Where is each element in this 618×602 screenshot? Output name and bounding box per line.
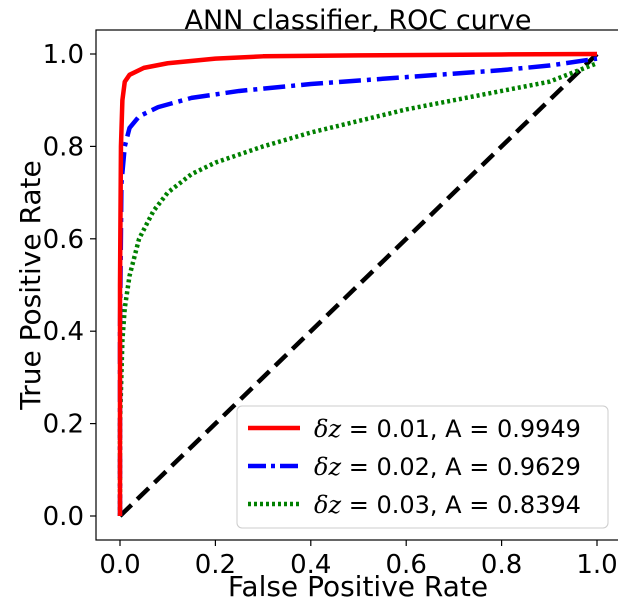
- x-tick-label: 1.0: [576, 550, 617, 580]
- y-tick-label: 0.6: [43, 225, 84, 255]
- x-tick-label: 0.2: [195, 550, 236, 580]
- legend-label: δz = 0.01, A = 0.9949: [314, 415, 581, 443]
- legend-label: δz = 0.03, A = 0.8394: [314, 491, 581, 519]
- legend-label: δz = 0.02, A = 0.9629: [314, 453, 581, 481]
- x-tick-label: 0.0: [99, 550, 140, 580]
- y-axis-title: True Positive Rate: [14, 160, 47, 410]
- y-tick-label: 0.8: [43, 132, 84, 162]
- y-tick-label: 0.0: [43, 502, 84, 532]
- legend: δz = 0.01, A = 0.9949 δz = 0.02, A = 0.96…: [236, 405, 609, 529]
- x-axis-title: False Positive Rate: [228, 570, 488, 602]
- x-tick-label: 0.8: [481, 550, 522, 580]
- chart-title: ANN classifier, ROC curve: [185, 5, 532, 36]
- series-layer: [117, 51, 599, 518]
- y-tick-label: 0.2: [43, 410, 84, 440]
- series-line-0: [117, 51, 598, 516]
- y-tick-label: 1.0: [43, 40, 84, 70]
- x-tick-label: 0.4: [290, 550, 331, 580]
- legend-box: [236, 405, 609, 529]
- x-axis: 0.0 0.2 0.4 0.6 0.8 1.0: [99, 540, 618, 580]
- x-tick-label: 0.6: [386, 550, 427, 580]
- series-line-3: [118, 52, 599, 518]
- plot-frame: [95, 29, 618, 541]
- y-axis: 0.0 0.2 0.4 0.6 0.8 1.0: [43, 40, 96, 532]
- y-tick-label: 0.4: [43, 317, 84, 347]
